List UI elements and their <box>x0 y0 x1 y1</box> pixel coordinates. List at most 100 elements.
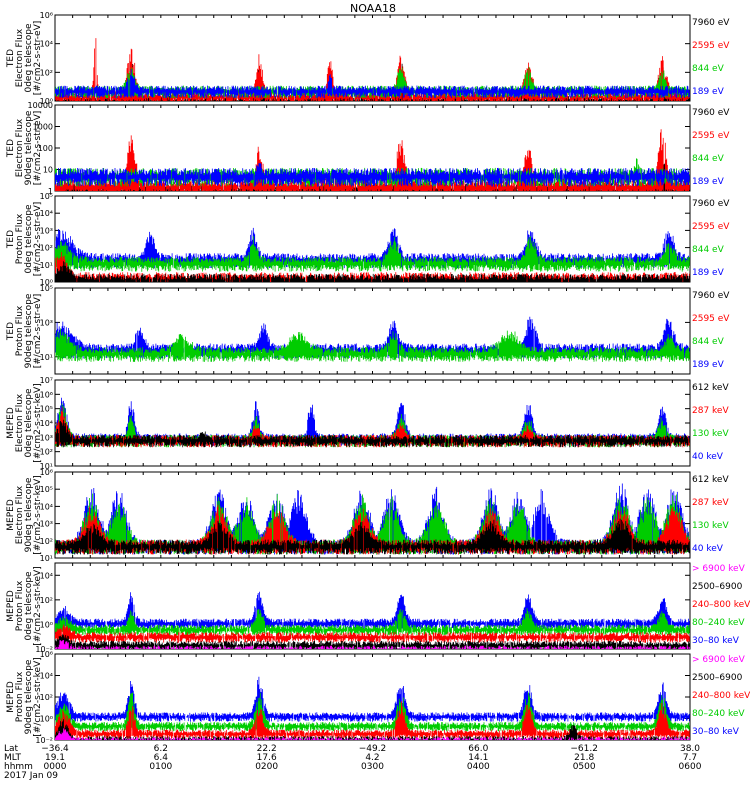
y-tick-label: 10⁰ <box>40 620 53 629</box>
y-tick-label: 10⁵ <box>40 192 53 201</box>
series-trace <box>55 236 690 272</box>
legend-entry: 40 keV <box>692 544 724 554</box>
y-axis-label: [#/cm2-s-str-keV] <box>33 383 43 462</box>
series-trace <box>55 608 690 636</box>
series-trace <box>55 518 690 555</box>
legend-entry: > 6900 keV <box>692 564 746 574</box>
panel-frame <box>54 287 691 375</box>
y-axis-label: [#/cm2-s-str-keV] <box>33 566 43 645</box>
series-group <box>55 227 690 282</box>
legend-entry: 287 keV <box>692 498 729 508</box>
series-group <box>55 483 690 555</box>
y-tick-label: 10² <box>40 448 53 457</box>
y-axis-label: [#/cm2-s-str-keV] <box>33 475 43 554</box>
series-trace <box>55 692 690 732</box>
legend-entry: 40 keV <box>692 452 724 462</box>
y-axis-label: 90deg telescope <box>24 659 34 734</box>
bottom-tick-value: 0000 <box>44 762 67 772</box>
y-axis-label: Proton Flux <box>15 305 25 356</box>
y-tick-label: 10¹ <box>40 462 53 471</box>
y-tick-label: 10⁷ <box>40 376 53 385</box>
y-tick-label: 10⁻² <box>35 645 53 654</box>
series-trace <box>55 419 690 448</box>
bottom-tick-value: 0500 <box>573 762 596 772</box>
y-tick-label: 10⁶ <box>40 650 53 659</box>
panel-1: 10⁰ 10² 10⁴ 10⁶ TED Electron Flux 0deg telesco… <box>6 11 730 106</box>
y-axis-label: MEPED <box>6 681 16 713</box>
y-tick-label: 10⁶ <box>40 390 53 399</box>
series-group <box>55 397 690 448</box>
bottom-tick-value: 7.7 <box>683 753 697 763</box>
legend-entry: 287 keV <box>692 406 729 416</box>
legend-entry: 189 eV <box>692 268 725 278</box>
bottom-tick-value: 0200 <box>255 762 278 772</box>
y-axis-label: 0deg telescope <box>24 388 34 458</box>
y-tick-label: 10³ <box>40 318 53 327</box>
y-axis-label: [#/cm2-s-str-eV] <box>33 202 43 277</box>
bottom-row-label: hhmm <box>4 762 33 772</box>
series-trace <box>55 163 690 187</box>
y-tick-label: 10³ <box>40 520 53 529</box>
y-tick-label: 10000 <box>28 101 53 110</box>
y-tick-label: 10⁴ <box>40 571 53 580</box>
legend-entry: 130 keV <box>692 521 729 531</box>
y-axis-label: [#/cm2-s-str-eV] <box>33 294 43 369</box>
bottom-tick-value: 4.2 <box>365 753 379 763</box>
legend-entry: 844 eV <box>692 154 725 164</box>
y-tick-label: 10⁵ <box>40 284 53 293</box>
y-tick-label: 10² <box>40 693 53 702</box>
legend-entry: 612 keV <box>692 475 729 485</box>
y-axis-label: TED <box>6 139 16 158</box>
y-tick-label: 10⁴ <box>40 502 53 511</box>
y-tick-label: 10⁴ <box>40 419 53 428</box>
bottom-row-label: MLT <box>4 753 22 763</box>
legend-entry: 844 eV <box>692 337 725 347</box>
legend-entry: 2595 eV <box>692 222 730 232</box>
panel-8: 10⁻² 10⁰ 10² 10⁴ 10⁶ MEPED Proton Flux 90deg te… <box>6 650 750 745</box>
y-axis-label: 0deg telescope <box>24 571 34 641</box>
series-trace <box>55 701 690 739</box>
panel-7: 10⁻² 10⁰ 10² 10⁴ MEPED Proton Flux 0deg telesc… <box>6 562 750 654</box>
bottom-tick-value: 66.0 <box>468 744 488 754</box>
bottom-tick-value: 0400 <box>467 762 490 772</box>
y-axis-label: TED <box>6 322 16 341</box>
legend-entry: 80–240 keV <box>692 618 745 628</box>
legend-entry: 189 eV <box>692 177 725 187</box>
legend-entry: 7960 eV <box>692 18 730 28</box>
legend-entry: 7960 eV <box>692 108 730 118</box>
y-tick-label: 10³ <box>40 226 53 235</box>
legend-entry: 844 eV <box>692 64 725 74</box>
y-tick-label: 10¹ <box>40 353 53 362</box>
bottom-tick-value: 0100 <box>149 762 172 772</box>
y-axis-label: [#/cm2-s-str-eV] <box>33 21 43 96</box>
legend-entry: 130 keV <box>692 429 729 439</box>
y-axis-label: 90deg telescope <box>24 110 34 185</box>
legend-entry: 80–240 keV <box>692 709 745 719</box>
bottom-row-label: Lat <box>4 744 19 754</box>
y-axis-label: TED <box>6 49 16 68</box>
y-axis-label: Electron Flux <box>15 393 25 452</box>
bottom-tick-value: 17.6 <box>257 753 277 763</box>
legend-entry: 844 eV <box>692 245 725 255</box>
legend-entry: 2595 eV <box>692 314 730 324</box>
y-axis-label: Electron Flux <box>15 28 25 87</box>
y-axis-label: [#/cm2-s-str-keV] <box>33 657 43 736</box>
legend-entry: 2500–6900 <box>692 582 743 592</box>
y-axis-label: MEPED <box>6 407 16 439</box>
y-tick-label: 10⁶ <box>40 468 53 477</box>
legend-entry: 612 keV <box>692 383 729 393</box>
y-axis-label: Proton Flux <box>15 580 25 631</box>
bottom-tick-value: −36.4 <box>41 744 69 754</box>
panel-6: 10¹ 10² 10³ 10⁴ 10⁵ 10⁶ MEPED Electron Flux 90de… <box>6 468 729 563</box>
y-tick-label: 10¹ <box>40 261 53 270</box>
y-axis-label: MEPED <box>6 499 16 531</box>
bottom-tick-value: 22.2 <box>257 744 277 754</box>
bottom-tick-value: 38.0 <box>680 744 700 754</box>
legend-entry: 2595 eV <box>692 41 730 51</box>
series-trace <box>55 634 690 649</box>
panel-frame <box>54 379 691 467</box>
bottom-tick-value: 19.1 <box>45 753 65 763</box>
series-group <box>55 38 690 101</box>
